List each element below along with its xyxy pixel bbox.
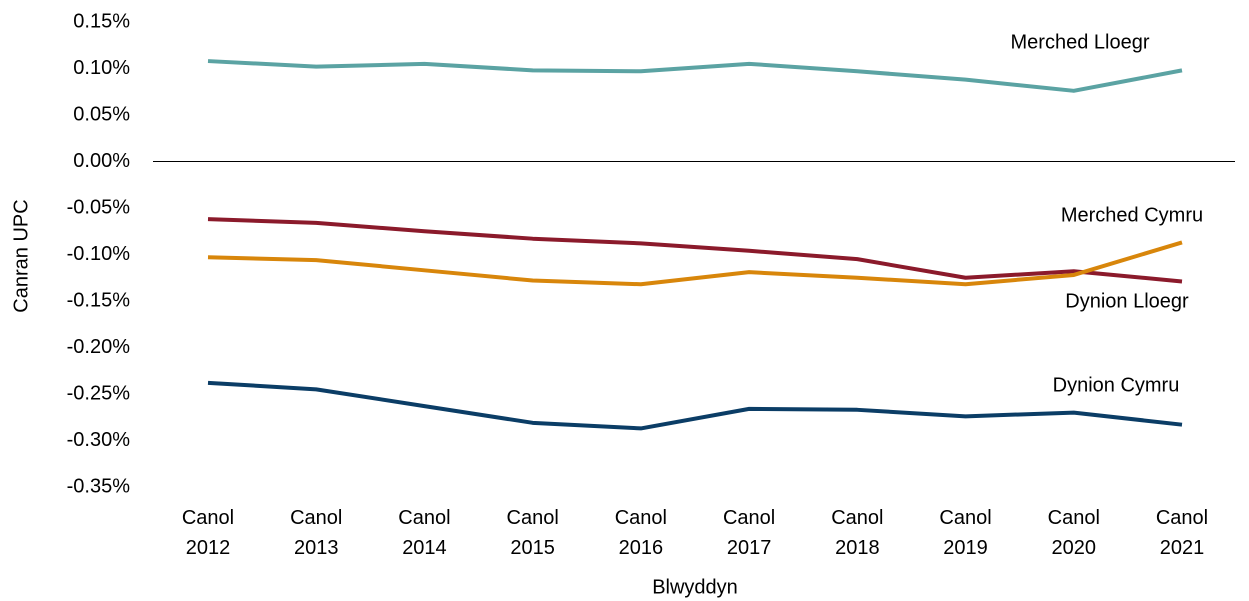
x-axis-label: Blwyddyn — [652, 576, 738, 598]
y-tick-label: 0.10% — [73, 57, 130, 79]
series-label: Dynion Cymru — [1053, 374, 1180, 396]
x-tick-label: Canol 2019 — [939, 507, 992, 559]
x-tick-label: Canol 2020 — [1047, 507, 1100, 559]
y-tick-label: -0.25% — [67, 382, 131, 404]
x-tick-label: Canol 2021 — [1155, 507, 1209, 559]
x-tick-label: Canol 2016 — [614, 507, 667, 559]
y-axis-label: Canran UPC — [10, 199, 32, 312]
y-tick-label: -0.30% — [67, 429, 131, 451]
series-line — [207, 380, 1183, 431]
series-label: Dynion Lloegr — [1065, 290, 1189, 312]
series-line — [207, 59, 1183, 93]
x-tick-label: Canol 2013 — [290, 507, 343, 559]
y-tick-label: -0.15% — [67, 289, 131, 311]
y-tick-label: -0.05% — [67, 196, 131, 218]
series-label: Merched Cymru — [1061, 204, 1203, 226]
y-tick-label: -0.35% — [67, 475, 131, 497]
x-tick-label: Canol 2012 — [181, 507, 235, 559]
y-tick-label: -0.20% — [67, 336, 131, 358]
x-tick-label: Canol 2014 — [398, 507, 451, 559]
series-label: Merched Lloegr — [1011, 31, 1150, 53]
y-tick-label: -0.10% — [67, 243, 131, 265]
y-tick-label: 0.05% — [73, 103, 130, 125]
series-line — [207, 217, 1183, 284]
x-tick-label: Canol 2017 — [722, 507, 776, 559]
x-tick-label: Canol 2015 — [506, 507, 559, 559]
series-line — [207, 240, 1183, 287]
x-tick-label: Canol 2018 — [831, 507, 884, 559]
y-tick-label: 0.00% — [73, 150, 130, 172]
y-tick-label: 0.15% — [73, 10, 130, 32]
